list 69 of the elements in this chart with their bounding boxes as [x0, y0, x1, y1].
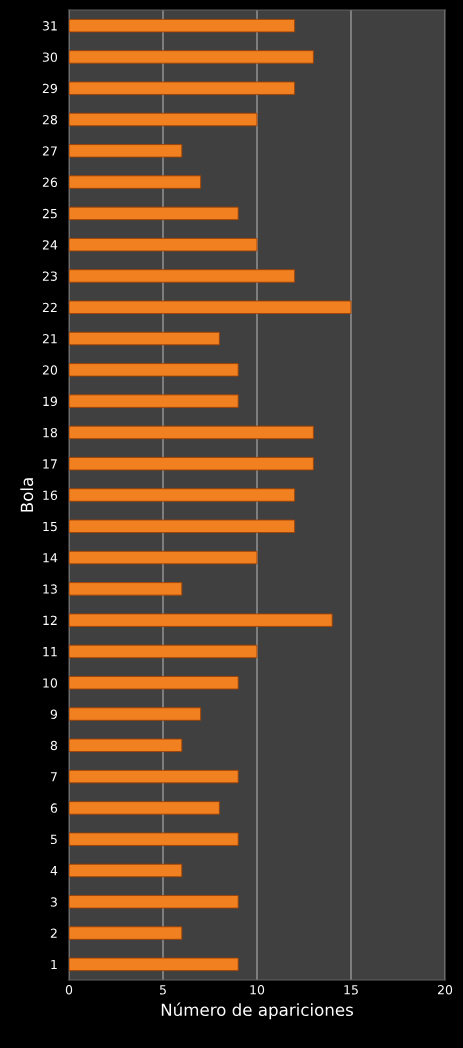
- y-tick-label: 12: [43, 615, 57, 625]
- y-tick-label: 6: [50, 803, 58, 813]
- bar: [69, 644, 258, 659]
- x-tick-label: 15: [344, 985, 358, 995]
- bar: [69, 676, 239, 690]
- x-tick-label: 5: [159, 985, 166, 995]
- y-tick-label: 18: [43, 427, 58, 438]
- bar: [69, 738, 183, 752]
- bar: [69, 238, 258, 252]
- bar: [69, 582, 183, 596]
- bar: [69, 425, 314, 440]
- y-tick-label: 26: [42, 177, 58, 188]
- y-tick-label: 28: [42, 114, 58, 125]
- y-tick-label: 31: [42, 21, 57, 31]
- bar: [69, 801, 220, 815]
- y-tick-label: 29: [42, 83, 58, 94]
- y-tick-label: 20: [42, 365, 58, 375]
- y-tick-label: 13: [43, 584, 57, 594]
- bar: [69, 926, 183, 940]
- bar: [69, 206, 239, 221]
- y-tick-label: 9: [50, 709, 58, 719]
- x-tick-label: 10: [250, 985, 265, 995]
- bar: [69, 863, 183, 878]
- y-tick-label: 4: [50, 866, 58, 876]
- bar: [69, 18, 296, 33]
- bar: [69, 895, 239, 909]
- y-tick-label: 24: [42, 240, 58, 250]
- y-tick-label: 22: [42, 302, 57, 313]
- bar: [69, 144, 183, 158]
- x-axis-title: Número de apariciones: [161, 1002, 353, 1020]
- y-tick-label: 7: [50, 772, 57, 782]
- bar: [69, 331, 220, 346]
- bar: [69, 112, 258, 127]
- y-axis-title: Bola: [20, 478, 34, 512]
- x-tick-label: 0: [65, 985, 73, 995]
- y-tick-label: 1: [51, 959, 57, 970]
- y-tick-label: 17: [43, 459, 57, 469]
- bar: [69, 613, 333, 627]
- bar: [69, 519, 296, 533]
- bar: [69, 50, 314, 64]
- y-tick-label: 27: [42, 146, 57, 156]
- bar: [69, 832, 239, 846]
- y-tick-label: 14: [43, 553, 58, 563]
- y-tick-label: 11: [43, 647, 57, 657]
- y-tick-label: 3: [50, 897, 57, 907]
- y-tick-label: 25: [42, 208, 57, 219]
- bar: [69, 300, 352, 314]
- y-tick-label: 15: [43, 521, 57, 532]
- bar: [69, 550, 258, 565]
- bar: [69, 707, 202, 721]
- y-tick-label: 2: [50, 928, 57, 938]
- y-tick-label: 8: [50, 740, 58, 751]
- y-tick-label: 21: [42, 334, 57, 344]
- bar: [69, 769, 239, 784]
- bar: [69, 363, 239, 377]
- bar: [69, 81, 296, 95]
- y-tick-label: 19: [43, 396, 58, 407]
- y-tick-label: 5: [50, 834, 57, 845]
- bar: [69, 488, 296, 502]
- y-tick-label: 10: [43, 678, 58, 688]
- bar: [69, 957, 239, 972]
- x-tick-label: 20: [437, 985, 453, 995]
- y-tick-label: 23: [42, 271, 57, 281]
- bar: [69, 269, 296, 283]
- bar: [69, 394, 239, 408]
- y-tick-label: 30: [42, 52, 58, 62]
- bar: [69, 457, 314, 471]
- bar: [69, 175, 202, 189]
- y-tick-label: 16: [43, 490, 58, 500]
